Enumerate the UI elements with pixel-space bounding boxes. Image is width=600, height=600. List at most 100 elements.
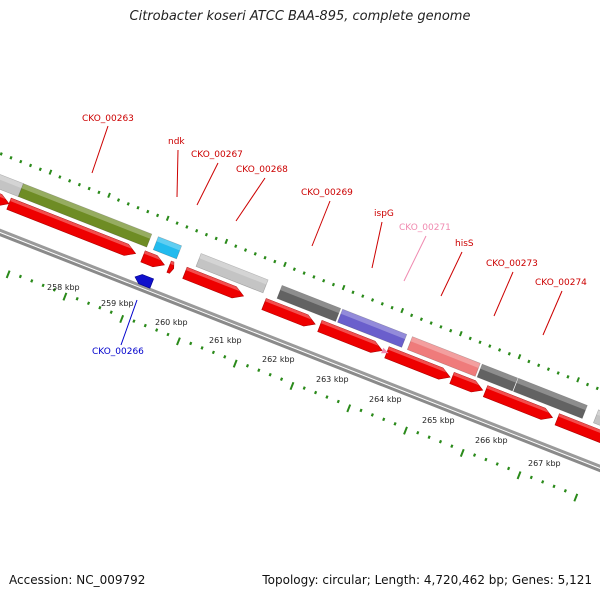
outer-tick xyxy=(450,329,451,332)
outer-tick xyxy=(382,302,383,305)
outer-tick xyxy=(597,387,598,390)
inner-tick xyxy=(133,320,134,323)
outer-tick xyxy=(225,239,227,244)
outer-tick xyxy=(479,341,480,344)
inner-tick xyxy=(417,431,418,434)
inner-tick xyxy=(258,369,259,372)
inner-tick xyxy=(531,476,532,479)
outer-tick xyxy=(460,331,462,336)
outer-tick xyxy=(548,368,549,371)
inner-tick xyxy=(291,382,294,389)
outer-tick xyxy=(196,229,197,232)
outer-tick xyxy=(30,164,31,167)
outer-tick xyxy=(255,252,256,255)
tick-label-258-kbp: 258 kbp xyxy=(47,283,80,292)
leader-line-5 xyxy=(372,222,382,268)
outer-tick xyxy=(265,256,266,259)
forward-cds-arrow-10 xyxy=(555,414,600,453)
inner-tick xyxy=(565,489,566,492)
inner-tick xyxy=(111,311,112,314)
inner-tick xyxy=(497,463,498,466)
gene-label-cko-00268[interactable]: CKO_00268 xyxy=(236,165,288,175)
inner-tick xyxy=(88,302,89,305)
outer-tick xyxy=(499,349,500,352)
tick-label-263-kbp: 263 kbp xyxy=(316,375,349,384)
leader-line-4 xyxy=(312,201,330,246)
outer-tick xyxy=(206,233,207,236)
outer-tick-ring xyxy=(0,147,600,398)
outer-tick xyxy=(558,372,559,375)
inner-tick xyxy=(213,351,214,354)
leader-line-8 xyxy=(494,272,513,316)
outer-tick xyxy=(470,337,471,340)
outer-tick xyxy=(284,262,286,267)
outer-tick xyxy=(567,375,568,378)
inner-tick xyxy=(234,360,237,367)
outer-tick xyxy=(98,191,99,194)
inner-tick xyxy=(304,387,305,390)
outer-tick xyxy=(40,168,41,171)
inner-tick xyxy=(451,445,452,448)
outer-tick xyxy=(509,352,510,355)
gene-label-cko-00274[interactable]: CKO_00274 xyxy=(535,278,587,288)
outer-tick xyxy=(89,187,90,190)
inner-tick xyxy=(31,280,32,283)
outer-tick xyxy=(79,183,80,186)
inner-tick xyxy=(315,391,316,394)
inner-tick xyxy=(7,271,10,278)
inner-tick xyxy=(461,449,464,456)
outer-tick xyxy=(538,364,539,367)
leader-line-1 xyxy=(177,150,178,197)
outer-tick xyxy=(304,272,305,275)
inner-tick xyxy=(383,418,384,421)
outer-tick xyxy=(313,276,314,279)
outer-tick xyxy=(528,360,529,363)
outer-tick xyxy=(440,325,441,328)
inner-tick xyxy=(77,297,78,300)
gene-label-hiss[interactable]: hisS xyxy=(455,239,474,249)
outer-tick xyxy=(137,206,138,209)
leader-line-3 xyxy=(236,178,265,221)
tick-label-259-kbp: 259 kbp xyxy=(101,299,134,308)
inner-tick xyxy=(145,324,146,327)
inner-tick xyxy=(202,347,203,350)
backbone-line xyxy=(0,217,600,477)
genome-map[interactable]: 258 kbp 259 kbp 260 kbp 261 kbp 262 kbp … xyxy=(0,0,600,600)
feature-tracks xyxy=(0,165,600,453)
tick-label-261-kbp: 261 kbp xyxy=(209,336,242,345)
outer-tick xyxy=(69,179,70,182)
outer-tick xyxy=(323,279,324,282)
tick-label-262-kbp: 262 kbp xyxy=(262,355,295,364)
inner-tick xyxy=(372,413,373,416)
inner-tick xyxy=(474,454,475,457)
outer-tick xyxy=(245,249,246,252)
inner-tick xyxy=(270,373,271,376)
leader-line-0 xyxy=(92,126,108,173)
inner-tick xyxy=(120,315,123,322)
inner-tick xyxy=(190,342,191,345)
inner-tick xyxy=(429,436,430,439)
gene-label-cko-00269[interactable]: CKO_00269 xyxy=(301,188,353,198)
outer-tick xyxy=(177,222,178,225)
gene-label-cko-00273[interactable]: CKO_00273 xyxy=(486,259,538,269)
inner-tick xyxy=(20,275,21,278)
outer-tick xyxy=(431,322,432,325)
inner-tick xyxy=(440,440,441,443)
outer-tick xyxy=(343,285,345,290)
gene-label-cko-00267[interactable]: CKO_00267 xyxy=(191,150,243,160)
gene-label-ispg[interactable]: ispG xyxy=(374,209,394,219)
tick-label-265-kbp: 265 kbp xyxy=(422,416,455,425)
outer-tick xyxy=(10,156,11,159)
gene-label-cko-00266[interactable]: CKO_00266 xyxy=(92,347,144,357)
gene-label-ndk[interactable]: ndk xyxy=(168,137,185,147)
inner-tick xyxy=(574,494,577,501)
outer-tick xyxy=(20,160,21,163)
outer-tick xyxy=(118,199,119,202)
gene-label-cko-00263[interactable]: CKO_00263 xyxy=(82,114,134,124)
inner-tick xyxy=(485,458,486,461)
gene-label-cko-00271[interactable]: CKO_00271 xyxy=(399,223,451,233)
inner-tick xyxy=(247,364,248,367)
outer-tick xyxy=(372,299,373,302)
outer-tick xyxy=(50,170,52,175)
leader-line-7 xyxy=(441,252,462,296)
